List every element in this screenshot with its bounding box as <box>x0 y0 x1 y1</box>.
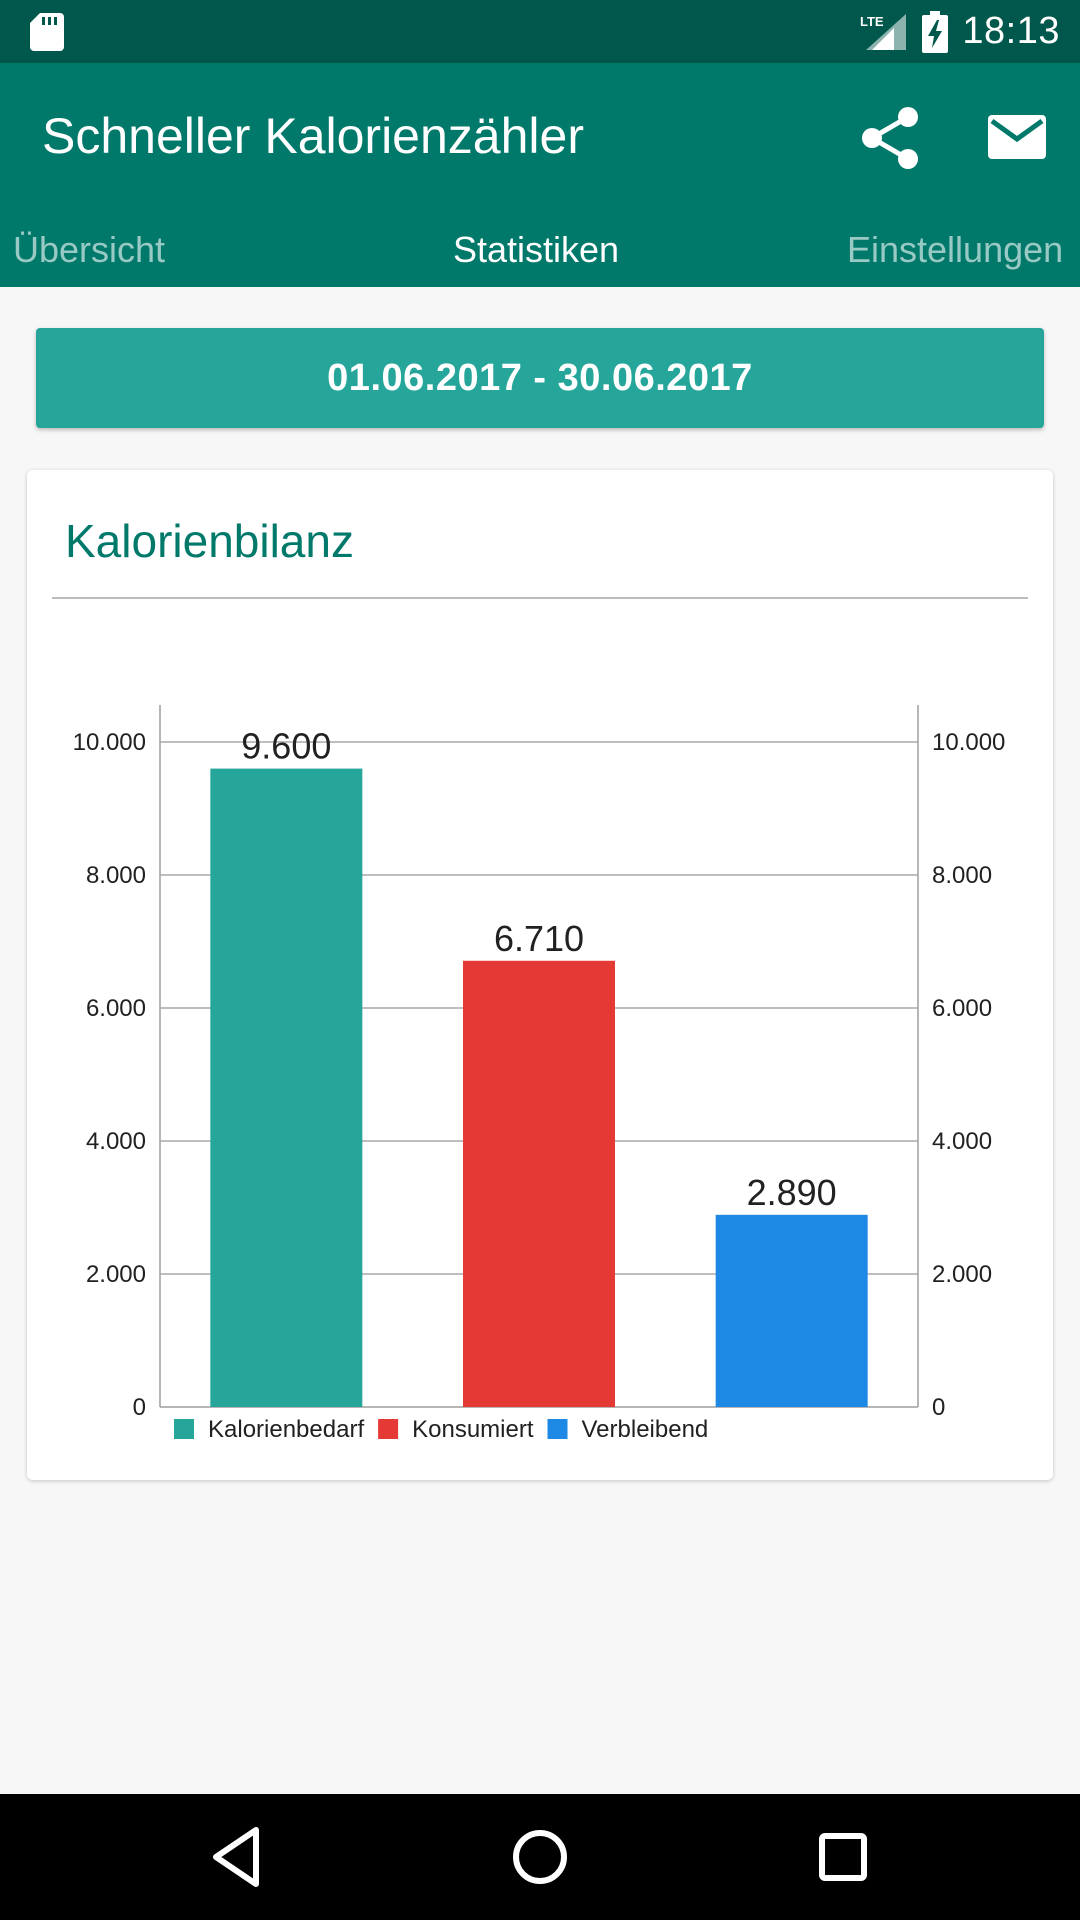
mail-icon[interactable] <box>988 111 1046 163</box>
tab-bar: Übersicht Statistiken Einstellungen <box>0 211 1080 287</box>
battery-charging-icon <box>922 10 949 53</box>
legend-swatch <box>547 1419 568 1439</box>
bar-verbleibend <box>715 1214 868 1407</box>
y-tick-label-left: 2.000 <box>86 1261 146 1288</box>
legend-label: Konsumiert <box>412 1416 534 1443</box>
y-tick-label-right: 4.000 <box>932 1128 992 1155</box>
y-tick-label-left: 8.000 <box>86 862 146 889</box>
bar-value-label: 9.600 <box>241 726 331 767</box>
date-range-button[interactable]: 01.06.2017 - 30.06.2017 <box>36 328 1044 428</box>
card-title: Kalorienbilanz <box>65 515 354 567</box>
app-title: Schneller Kalorienzähler <box>42 108 584 164</box>
back-icon[interactable] <box>202 1822 272 1892</box>
network-label: LTE <box>860 14 884 29</box>
y-tick-label-right: 0 <box>932 1394 945 1421</box>
tab-uebersicht[interactable]: Übersicht <box>13 229 166 270</box>
clock: 18:13 <box>962 10 1060 52</box>
y-tick-label-right: 6.000 <box>932 995 992 1022</box>
bar-chart: 0 0 2.000 2.000 4.000 4.000 6.000 6.000 8.000 8.0… <box>73 705 1005 1443</box>
legend-swatch <box>174 1419 194 1439</box>
signal-icon: LTE <box>860 13 907 50</box>
y-tick-label-right: 8.000 <box>932 862 992 889</box>
y-tick-label-left: 10.000 <box>73 729 146 756</box>
y-tick-label-left: 0 <box>133 1394 146 1421</box>
tab-statistiken[interactable]: Statistiken <box>453 229 620 270</box>
legend-swatch <box>378 1419 399 1439</box>
bar-value-label: 2.890 <box>747 1172 837 1213</box>
share-icon[interactable] <box>860 105 922 171</box>
y-tick-label-left: 6.000 <box>86 995 146 1022</box>
sd-card-icon <box>30 13 64 51</box>
y-tick-label-right: 2.000 <box>932 1261 992 1288</box>
y-tick-label-left: 4.000 <box>86 1128 146 1155</box>
recents-icon[interactable] <box>808 1822 878 1892</box>
chart-card: Kalorienbilanz 0 0 2.000 2.000 4.000 4.000 6.0… <box>27 470 1053 1480</box>
tab-einstellungen[interactable]: Einstellungen <box>847 229 1064 270</box>
bar-value-label: 6.710 <box>494 918 584 959</box>
navigation-bar <box>0 1794 1080 1920</box>
legend-label: Verbleibend <box>582 1416 709 1443</box>
bar-konsumiert <box>463 960 615 1407</box>
card-divider <box>52 597 1028 599</box>
bar-kalorienbedarf <box>210 768 363 1407</box>
y-tick-label-right: 10.000 <box>932 729 1005 756</box>
status-bar: LTE 18:13 <box>0 0 1080 63</box>
app-bar: Schneller Kalorienzähler <box>0 63 1080 211</box>
home-icon[interactable] <box>505 1822 575 1892</box>
legend-label: Kalorienbedarf <box>208 1416 364 1443</box>
